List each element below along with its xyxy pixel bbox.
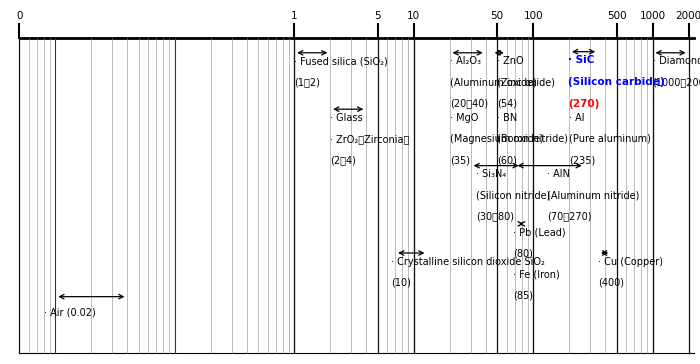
Text: (Silicon carbide): (Silicon carbide): [568, 77, 664, 87]
Text: 100: 100: [524, 11, 543, 21]
Text: (30～80): (30～80): [476, 211, 514, 221]
Text: (1000～2000): (1000～2000): [652, 78, 700, 87]
Text: 2000: 2000: [676, 11, 700, 21]
Text: · Al: · Al: [569, 113, 584, 123]
Text: (70～270): (70～270): [547, 211, 592, 221]
Text: (400): (400): [598, 278, 624, 288]
Text: (Silicon nitride): (Silicon nitride): [476, 190, 550, 200]
Text: 0: 0: [16, 11, 22, 21]
Text: · Glass: · Glass: [330, 113, 363, 123]
Text: 1000: 1000: [640, 11, 666, 21]
Text: (60): (60): [497, 155, 517, 165]
Text: · Fused silica (SiO₂): · Fused silica (SiO₂): [294, 56, 388, 66]
Text: (Aluminum oxide): (Aluminum oxide): [449, 78, 537, 87]
Text: · Air (0.02): · Air (0.02): [44, 308, 96, 317]
Text: · Al₂O₃: · Al₂O₃: [449, 56, 481, 66]
Text: · SiC: · SiC: [568, 55, 594, 65]
Text: 1: 1: [291, 11, 298, 21]
Text: (35): (35): [449, 155, 470, 165]
Text: (85): (85): [513, 291, 533, 301]
Text: (80): (80): [513, 249, 533, 258]
Text: · BN: · BN: [497, 113, 517, 123]
Text: (10): (10): [391, 278, 412, 288]
Text: (20～40): (20～40): [449, 99, 488, 108]
Text: · MgO: · MgO: [449, 113, 478, 123]
Text: 5: 5: [374, 11, 381, 21]
Text: (270): (270): [568, 99, 599, 109]
Text: 10: 10: [407, 11, 420, 21]
Text: · Diamond: · Diamond: [652, 56, 700, 66]
Text: (54): (54): [497, 99, 517, 108]
Text: (1～2): (1～2): [294, 78, 320, 87]
Text: (Pure aluminum): (Pure aluminum): [569, 134, 651, 144]
Text: · Si₃N₄: · Si₃N₄: [476, 169, 506, 179]
Text: · Fe (Iron): · Fe (Iron): [513, 270, 560, 280]
Text: · AlN: · AlN: [547, 169, 570, 179]
Text: · ZnO: · ZnO: [497, 56, 524, 66]
Text: 500: 500: [607, 11, 626, 21]
Text: (Boron nitride): (Boron nitride): [497, 134, 568, 144]
Text: (Zinc oxide): (Zinc oxide): [497, 78, 555, 87]
Text: (2～4): (2～4): [330, 155, 356, 165]
Text: (Aluminum nitride): (Aluminum nitride): [547, 190, 639, 200]
Text: · Pb (Lead): · Pb (Lead): [513, 228, 566, 237]
Text: 50: 50: [491, 11, 504, 21]
Text: · ZrO₂（Zirconia）: · ZrO₂（Zirconia）: [330, 134, 410, 144]
Text: · Cu (Copper): · Cu (Copper): [598, 257, 663, 266]
Text: (235): (235): [569, 155, 596, 165]
Text: (Magnesium oxide): (Magnesium oxide): [449, 134, 543, 144]
Text: · Crystalline silicon dioxide SiO₂: · Crystalline silicon dioxide SiO₂: [391, 257, 545, 266]
